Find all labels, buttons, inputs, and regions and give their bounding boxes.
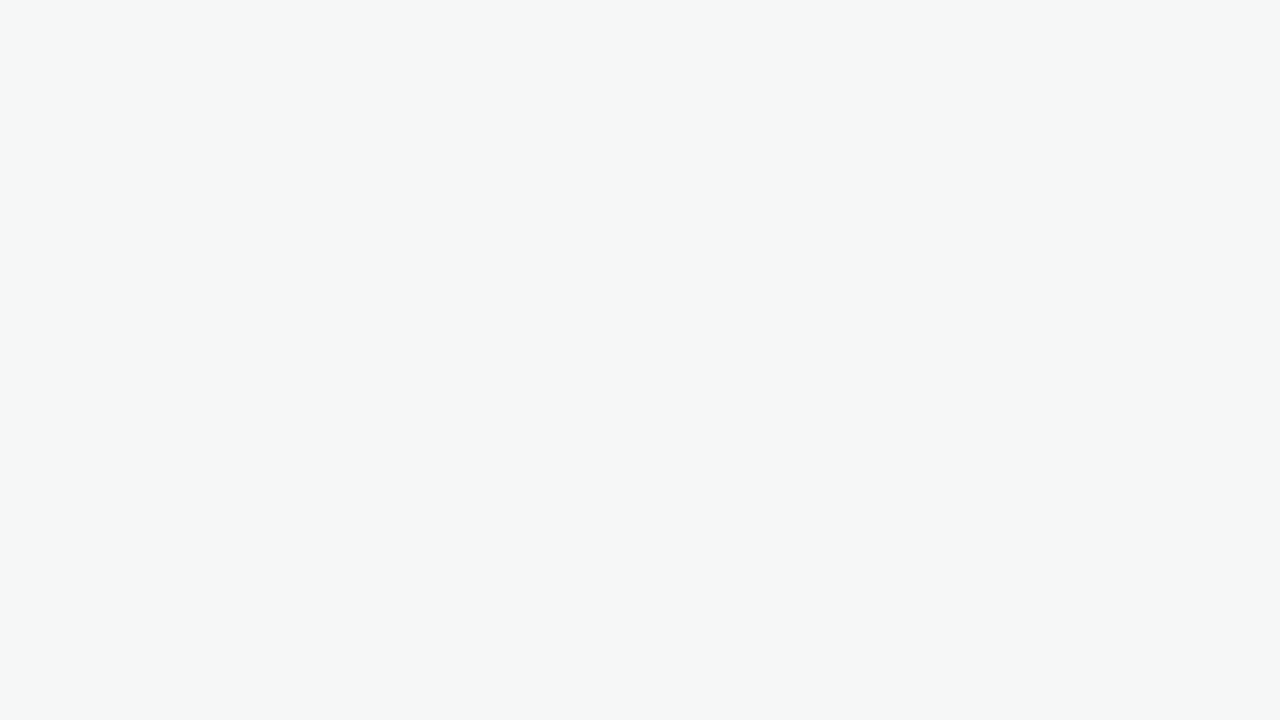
pyramid-diagram — [0, 0, 1280, 720]
